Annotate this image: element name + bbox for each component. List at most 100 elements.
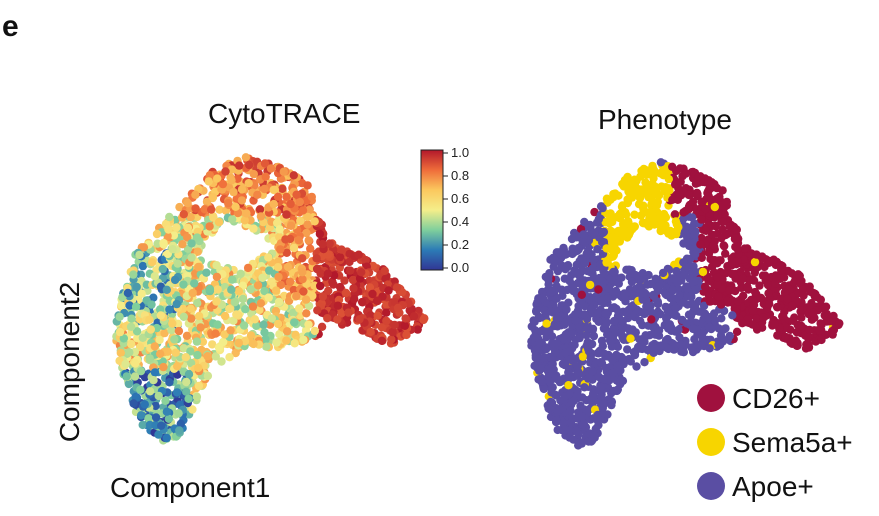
cytotrace-point [357,268,366,277]
phenotype-point [620,227,629,236]
cytotrace-point [152,229,162,239]
phenotype-point [693,189,702,198]
cytotrace-point [131,302,141,311]
phenotype-point [546,364,555,373]
cytotrace-point [349,284,358,293]
cytotrace-point [289,243,299,253]
phenotype-point [564,381,573,390]
cytotrace-point [150,368,160,377]
cytotrace-point [310,326,319,336]
cytotrace-point [273,263,283,272]
phenotype-point [618,357,627,366]
cytotrace-point [282,210,291,219]
phenotype-point [623,217,633,226]
phenotype-point [591,424,600,433]
phenotype-point [748,306,758,315]
phenotype-point [668,286,678,295]
phenotype-point [575,333,584,343]
phenotype-point [681,169,691,178]
cytotrace-point [188,288,197,298]
phenotype-point [578,352,587,361]
phenotype-point [728,311,737,320]
phenotype-point [628,325,637,334]
cytotrace-point [401,314,410,323]
phenotype-point [776,260,785,270]
phenotype-point [828,330,837,339]
cytotrace-point [310,217,319,226]
phenotype-point [647,315,656,324]
phenotype-point [697,253,706,262]
cytotrace-point [155,305,165,314]
cytotrace-point [289,308,298,318]
cytotrace-point [192,337,202,346]
cytotrace-point [292,292,301,301]
phenotype-point [688,197,698,206]
cytotrace-point [135,250,144,260]
phenotype-point [551,390,560,399]
cytotrace-point [227,176,236,185]
cytotrace-point [361,255,370,265]
phenotype-point [597,392,606,401]
cytotrace-point [158,264,167,274]
phenotype-point [605,284,614,293]
cytotrace-point [125,348,134,357]
cytotrace-point [138,261,148,271]
cytotrace-point [260,328,269,337]
phenotype-point [675,333,684,342]
cytotrace-point [241,305,250,314]
cytotrace-point [193,299,202,308]
phenotype-point [691,250,700,259]
cytotrace-point [124,379,134,389]
phenotype-point [547,332,557,341]
cytotrace-point [221,167,230,176]
cytotrace-point [214,218,224,227]
phenotype-point [816,319,825,328]
cytotrace-point [286,199,295,209]
cytotrace-point [318,292,328,301]
cytotrace-point [234,287,244,296]
phenotype-point [650,166,659,175]
cytotrace-point [276,245,285,254]
phenotype-point [560,392,570,401]
phenotype-point [641,331,650,340]
legend-marker [697,428,725,456]
cytotrace-point [225,353,234,362]
cytotrace-point [215,205,224,214]
phenotype-point [580,310,589,319]
phenotype-point [704,248,714,258]
cytotrace-point [159,238,168,248]
phenotype-point [738,319,747,328]
phenotype-point [559,419,568,428]
cytotrace-point [129,399,138,408]
cytotrace-point [232,310,241,319]
phenotype-point [598,228,608,238]
phenotype-point [597,336,607,345]
phenotype-point [805,325,814,335]
cytotrace-point [298,206,308,215]
cytotrace-point [256,299,266,308]
phenotype-point [797,321,806,331]
cytotrace-point [225,304,234,314]
phenotype-point [720,211,729,220]
cytotrace-point [237,196,247,205]
phenotype-point [756,293,766,303]
cytotrace-point [147,300,156,309]
cytotrace-point [382,308,391,317]
phenotype-point [710,309,719,318]
phenotype-point [615,210,624,219]
phenotype-point [553,425,562,435]
cytotrace-point [164,225,173,234]
phenotype-point [718,186,727,195]
cytotrace-point [405,306,414,315]
phenotype-point [628,290,637,299]
colorbar: 1.0 0.8 0.6 0.4 0.2 0.0 [420,145,469,275]
phenotype-point [670,210,680,219]
phenotype-point [664,174,673,184]
cytotrace-point [303,181,312,190]
cytotrace-point [377,336,387,345]
cytotrace-point [125,301,134,310]
phenotype-point [627,302,636,311]
cytotrace-point [271,286,281,295]
colorbar-tick-label: 0.8 [451,168,469,183]
phenotype-point [626,357,635,366]
